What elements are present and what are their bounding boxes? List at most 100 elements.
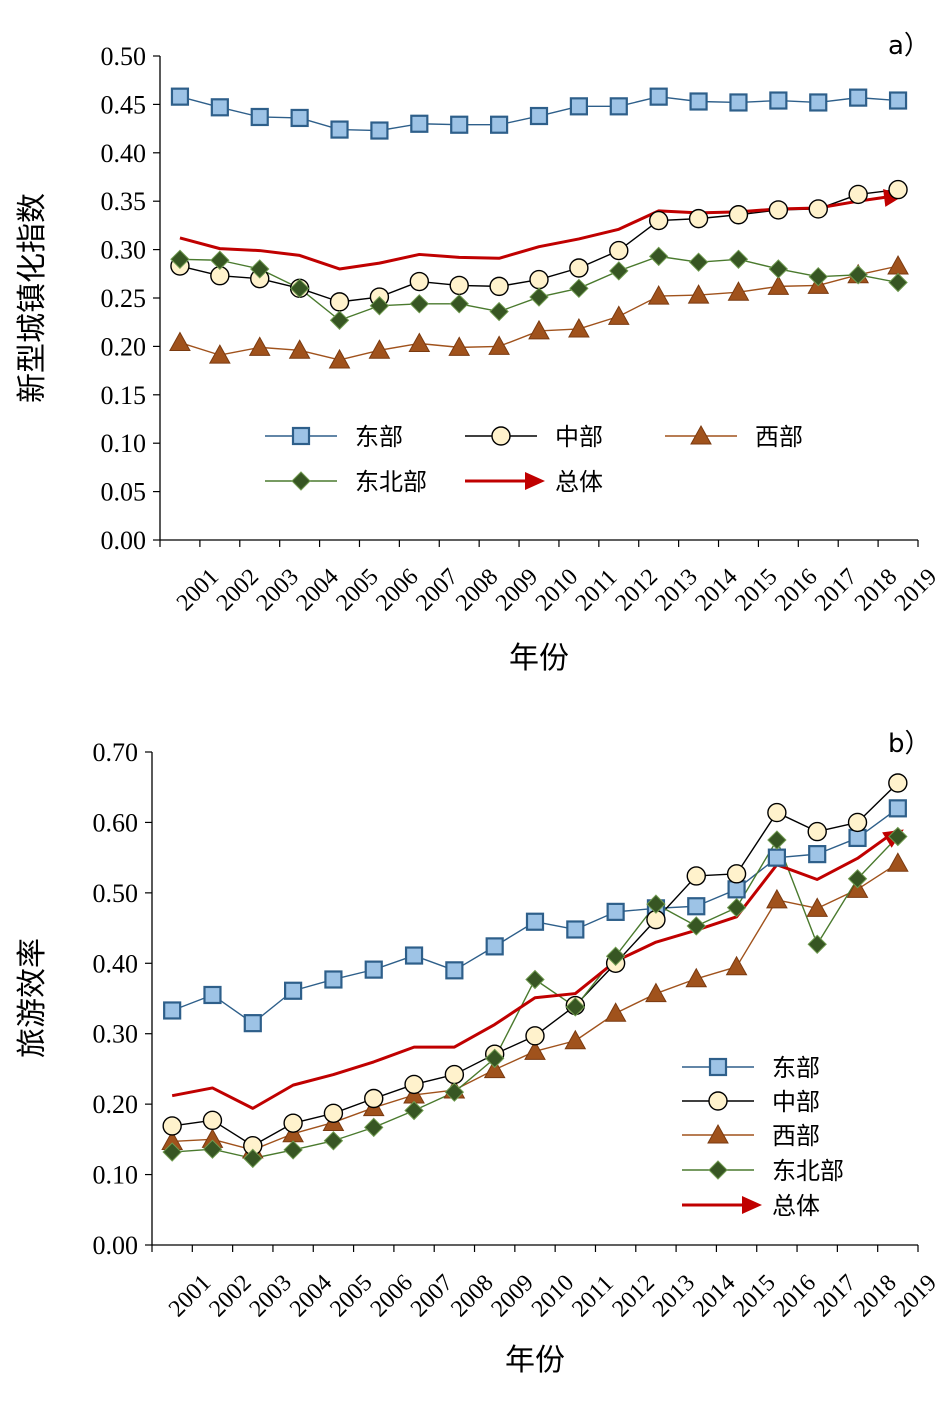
data-point-east	[525, 912, 545, 931]
x-tick-label: 2001	[172, 564, 224, 616]
y-tick-label: 0.00	[93, 1231, 139, 1260]
legend-item-west: 西部	[665, 423, 803, 451]
data-point-northeast	[648, 246, 669, 267]
data-point-west	[568, 317, 590, 338]
data-point-central	[807, 821, 827, 842]
legend-marker-central	[491, 426, 511, 446]
legend-arrow-head	[742, 1196, 762, 1214]
y-tick-label: 0.30	[93, 1020, 139, 1049]
legend-label: 总体	[772, 1192, 820, 1220]
data-point-central	[767, 802, 787, 823]
data-point-east	[445, 961, 464, 980]
x-axis-title: 年份	[505, 1343, 565, 1378]
legend-label: 西部	[772, 1122, 820, 1150]
data-point-central	[569, 258, 589, 278]
data-point-east	[767, 848, 786, 867]
data-point-east	[727, 880, 746, 899]
data-point-east	[330, 120, 349, 139]
legend-item-northeast: 东北部	[682, 1157, 844, 1185]
data-point-northeast	[404, 1100, 424, 1121]
y-tick-label: 0.10	[93, 1161, 139, 1190]
data-point-northeast	[888, 272, 908, 293]
x-tick-label: 2010	[527, 1270, 579, 1322]
legend-item-central: 中部	[682, 1088, 820, 1116]
data-point-central	[888, 773, 908, 793]
x-tick-label: 2003	[245, 1270, 297, 1322]
data-point-west	[685, 967, 708, 988]
data-point-central	[404, 1074, 424, 1095]
x-tick-label: 2005	[325, 1270, 377, 1322]
data-point-central	[768, 200, 789, 220]
x-tick-label: 2007	[411, 564, 463, 616]
data-point-east	[170, 87, 190, 106]
data-point-east	[284, 981, 303, 1000]
y-tick-label: 0.60	[93, 808, 139, 837]
x-tick-label: 2019	[890, 564, 942, 616]
data-point-east	[485, 937, 504, 956]
data-point-east	[687, 897, 706, 916]
data-point-west	[208, 344, 231, 364]
data-point-northeast	[364, 1117, 384, 1138]
data-point-east	[243, 1014, 262, 1033]
data-point-west	[528, 319, 550, 340]
data-point-west	[288, 339, 311, 359]
y-axis-title: 旅游效率	[15, 938, 50, 1058]
data-point-northeast	[323, 1131, 344, 1151]
data-point-northeast	[484, 1048, 505, 1069]
x-tick-label: 2013	[651, 564, 703, 616]
data-point-central	[329, 292, 350, 312]
data-point-east	[210, 98, 229, 117]
x-tick-label: 2016	[770, 564, 822, 616]
data-point-east	[250, 107, 269, 127]
data-point-west	[806, 897, 829, 917]
data-point-northeast	[726, 897, 747, 918]
data-point-northeast	[686, 916, 706, 936]
legend-marker-west	[707, 1123, 729, 1144]
data-point-east	[689, 92, 708, 111]
data-point-east	[490, 115, 509, 134]
data-point-central	[162, 1116, 182, 1136]
x-tick-label: 2015	[730, 564, 782, 616]
data-point-west	[886, 852, 909, 872]
data-point-west	[328, 348, 351, 369]
data-point-east	[606, 902, 625, 921]
data-point-west	[887, 255, 909, 275]
data-point-west	[645, 982, 667, 1003]
y-tick-label: 0.20	[101, 332, 147, 361]
data-point-east	[364, 960, 383, 979]
data-point-central	[489, 276, 509, 297]
data-point-central	[648, 210, 669, 231]
data-point-east	[809, 93, 828, 112]
x-tick-label: 2013	[648, 1270, 700, 1322]
data-point-west	[488, 335, 510, 355]
data-point-central	[728, 205, 749, 225]
legend-item-northeast: 东北部	[265, 468, 427, 496]
x-tick-label: 2008	[446, 1270, 498, 1322]
data-point-west	[766, 888, 788, 909]
data-point-northeast	[768, 259, 789, 279]
x-axis-title: 年份	[509, 641, 569, 676]
data-point-northeast	[489, 301, 509, 322]
legend-item-east: 东部	[265, 423, 403, 451]
y-tick-label: 0.40	[93, 949, 139, 978]
data-point-northeast	[847, 869, 868, 889]
data-point-northeast	[202, 1139, 223, 1159]
y-tick-label: 0.50	[93, 879, 139, 908]
data-point-central	[323, 1103, 344, 1123]
data-point-west	[368, 339, 391, 359]
data-point-east	[649, 87, 668, 106]
data-point-central	[609, 240, 629, 261]
data-point-east	[370, 121, 389, 140]
x-tick-label: 2002	[204, 1270, 256, 1322]
data-point-northeast	[605, 946, 626, 966]
data-point-northeast	[646, 894, 666, 914]
data-point-central	[848, 184, 868, 205]
legend-label: 东北部	[772, 1157, 844, 1185]
x-tick-label: 2009	[491, 564, 543, 616]
y-tick-label: 0.25	[101, 284, 147, 313]
legend-item-east: 东部	[682, 1054, 820, 1082]
x-tick-label: 2016	[769, 1270, 821, 1322]
x-tick-label: 2014	[690, 564, 742, 616]
data-point-east	[888, 799, 907, 818]
